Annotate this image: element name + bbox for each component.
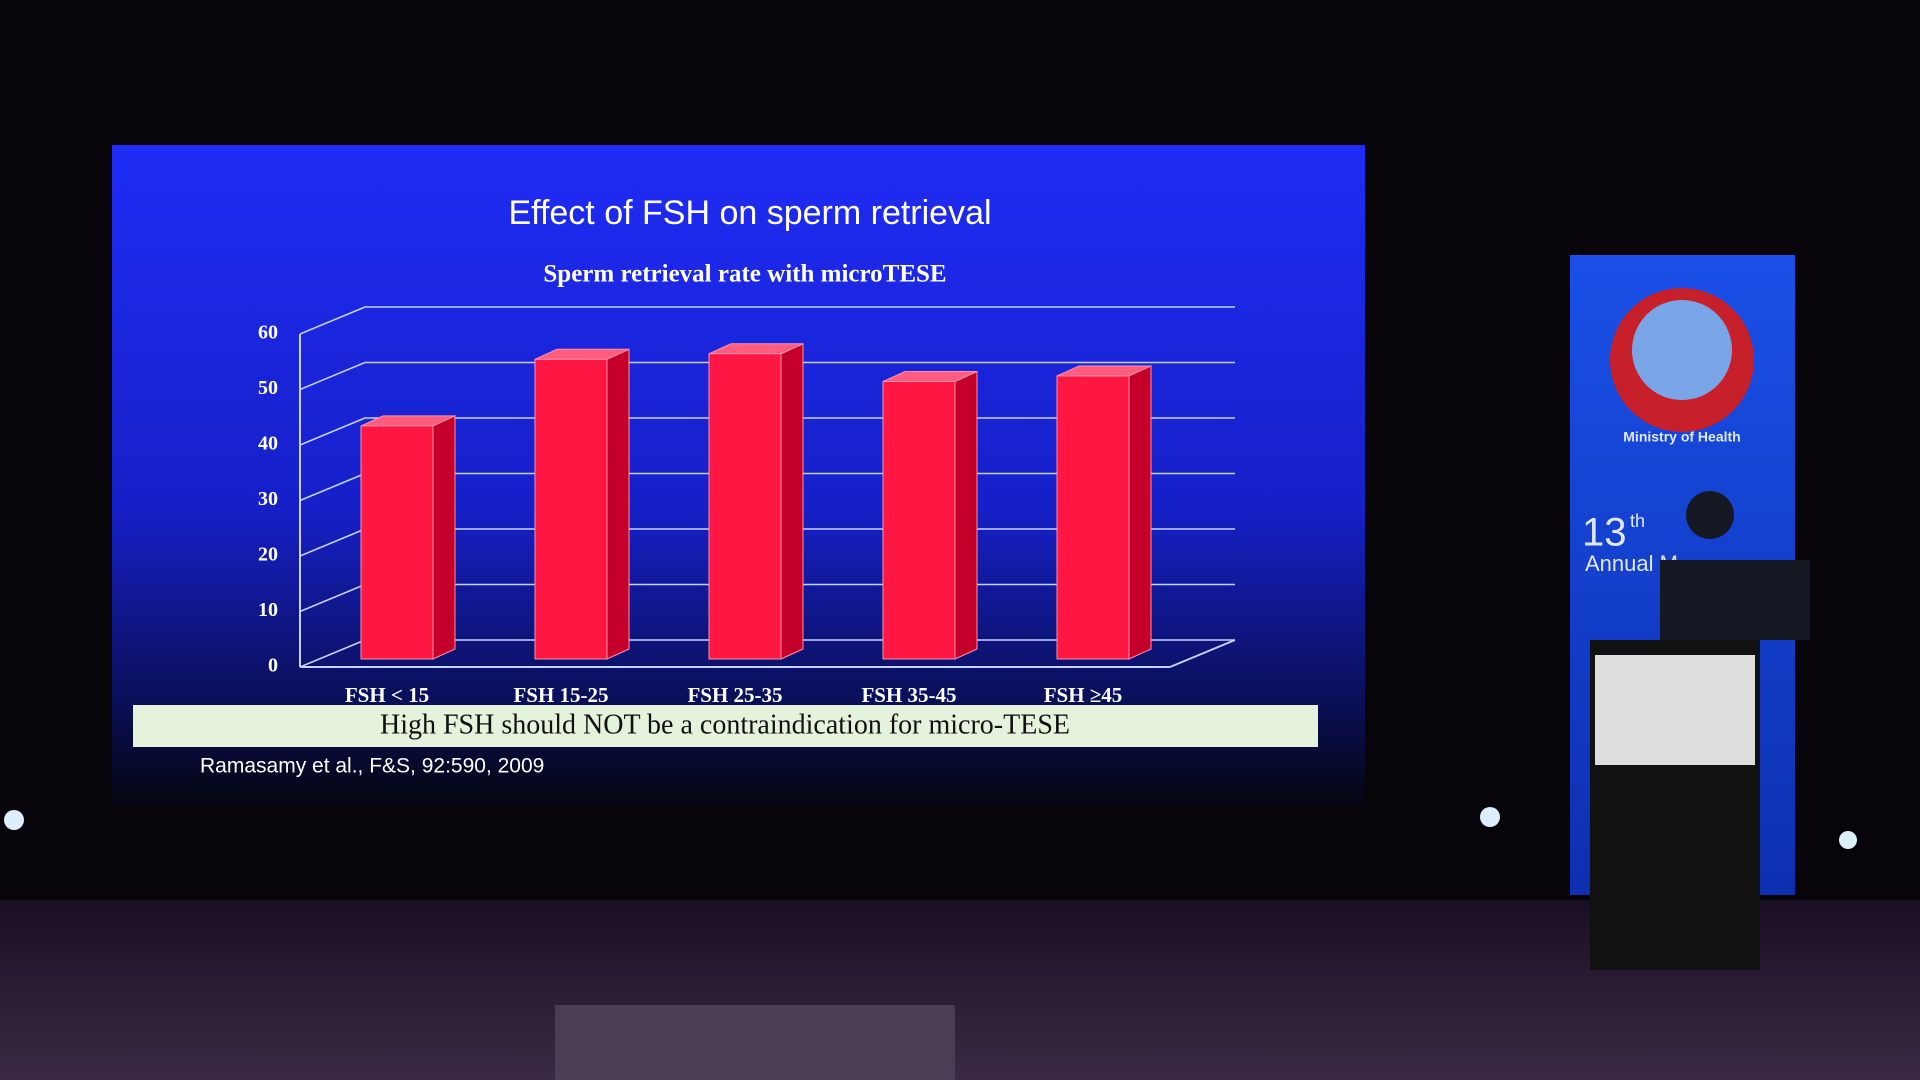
stage-light [1839,831,1857,849]
stage-light [4,810,24,830]
grid-line [299,417,366,446]
grid-line [299,306,366,335]
bar [534,358,608,660]
grid-line [299,361,366,391]
x-tick-label: FSH < 15 [345,683,429,707]
banner-event-suffix: th [1630,511,1645,531]
plot: 0 10 20 30 40 50 60 FSH < 15 FSH 15-25 FSH 25-35 F… [258,306,1236,707]
x-tick-label: FSH ≥45 [1044,683,1123,707]
banner-event-number: 13 [1582,511,1627,555]
bar-side [606,348,630,660]
speaker-head [1686,491,1734,539]
x-tick-label: FSH 15-25 [513,683,608,707]
bar [708,353,782,660]
bar [882,381,956,660]
y-tick-label: 60 [258,322,278,344]
y-tick-label: 40 [258,433,278,455]
grid-line [299,472,366,502]
axis [1169,639,1236,668]
bar-side [432,415,456,660]
grid-line [299,639,366,668]
stage-light [1480,807,1500,827]
grid-line [299,528,366,557]
bar [1056,375,1130,660]
y-tick-label: 20 [258,544,278,566]
speaker [1660,560,1810,640]
logo-inner [1632,300,1732,400]
x-tick-label: FSH 25-35 [687,683,782,707]
y-tick-label: 10 [258,599,278,621]
bar [360,425,434,660]
podium-sign [1595,655,1755,765]
x-tick-label: FSH 35-45 [861,683,956,707]
source: Ramasamy et al., F&S, 92:590, 2009 [200,755,544,778]
bar-side [954,370,978,660]
bar-side [780,342,804,660]
y-tick-label: 0 [268,655,278,677]
chart-subtitle: Sperm retrieval rate with microTESE [543,261,946,288]
annotation-band [133,705,1318,747]
stage-step [555,1005,955,1080]
chart-title: Effect of FSH on sperm retrieval [508,194,991,232]
grid-line [299,583,366,613]
banner-org: Ministry of Health [1623,429,1740,445]
y-tick-label: 50 [258,377,278,399]
bar-side [1128,365,1152,660]
annotation: High FSH should NOT be a contraindicatio… [380,709,1070,740]
y-tick-label: 30 [258,488,278,510]
